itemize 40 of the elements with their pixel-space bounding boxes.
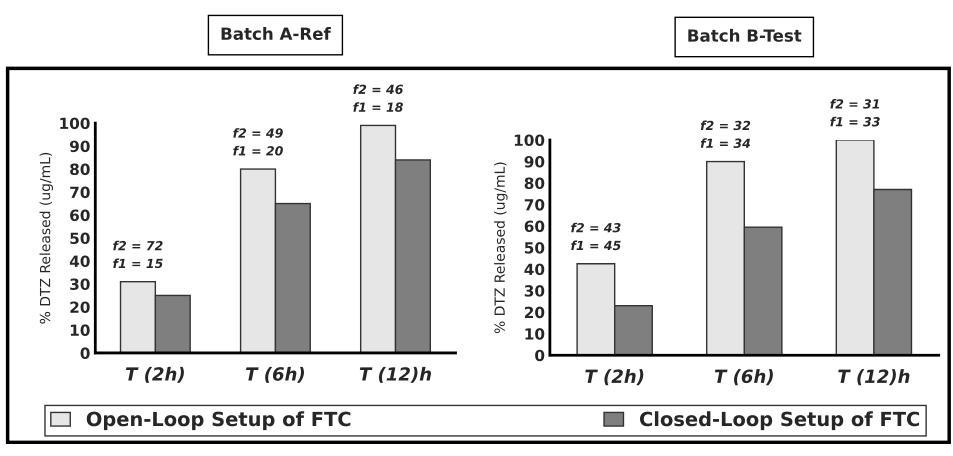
y-tick-label: 30 [524, 285, 544, 297]
legend-label: Open-Loop Setup of FTC [86, 411, 350, 430]
y-tick-label: 60 [524, 220, 544, 232]
legend-label: Closed-Loop Setup of FTC [640, 411, 920, 430]
y-axis-title: % DTZ Released (ug/mL) [494, 162, 508, 334]
y-tick-label: 100 [60, 118, 90, 130]
y-tick-label: 30 [70, 278, 90, 290]
chart-title: Batch A-Ref [222, 27, 331, 40]
annotation: f2 = 72 f1 = 15 [113, 240, 163, 268]
y-tick-label: 90 [524, 156, 544, 168]
y-tick-label: 20 [524, 306, 544, 318]
annotation: f2 = 32 f1 = 34 [700, 120, 750, 148]
x-tick-label: T (6h) [714, 369, 773, 386]
y-tick-label: 10 [525, 328, 544, 340]
annotation: f2 = 31 f1 = 33 [830, 98, 880, 126]
y-tick-label: 50 [524, 242, 544, 254]
y-tick-label: 40 [524, 264, 544, 276]
x-tick-label: T (6h) [246, 366, 304, 383]
x-tick-label: T (2h) [126, 366, 184, 383]
y-tick-label: 70 [70, 186, 90, 198]
y-tick-label: 0 [80, 347, 90, 359]
y-tick-label: 20 [70, 301, 90, 313]
y-tick-label: 100 [514, 134, 544, 146]
x-tick-label: T (12)h [360, 366, 431, 383]
y-tick-label: 10 [70, 324, 90, 336]
x-tick-label: T (2h) [585, 369, 644, 386]
annotation: f2 = 43 f1 = 45 [571, 222, 621, 250]
annotation: f2 = 46 f1 = 18 [353, 84, 403, 112]
y-tick-label: 70 [524, 199, 544, 211]
y-tick-label: 40 [70, 255, 90, 268]
y-tick-label: 80 [70, 164, 90, 176]
y-axis-title: % DTZ Released (ug/mL) [40, 152, 53, 324]
chart-title: Batch B-Test [688, 28, 802, 42]
y-tick-label: 60 [70, 210, 90, 222]
annotation: f2 = 49 f1 = 20 [233, 128, 283, 156]
y-tick-label: 50 [70, 232, 90, 244]
y-tick-label: 80 [524, 178, 544, 190]
y-tick-label: 0 [535, 350, 544, 362]
y-tick-label: 90 [70, 140, 90, 152]
x-tick-label: T (12)h [838, 369, 910, 386]
